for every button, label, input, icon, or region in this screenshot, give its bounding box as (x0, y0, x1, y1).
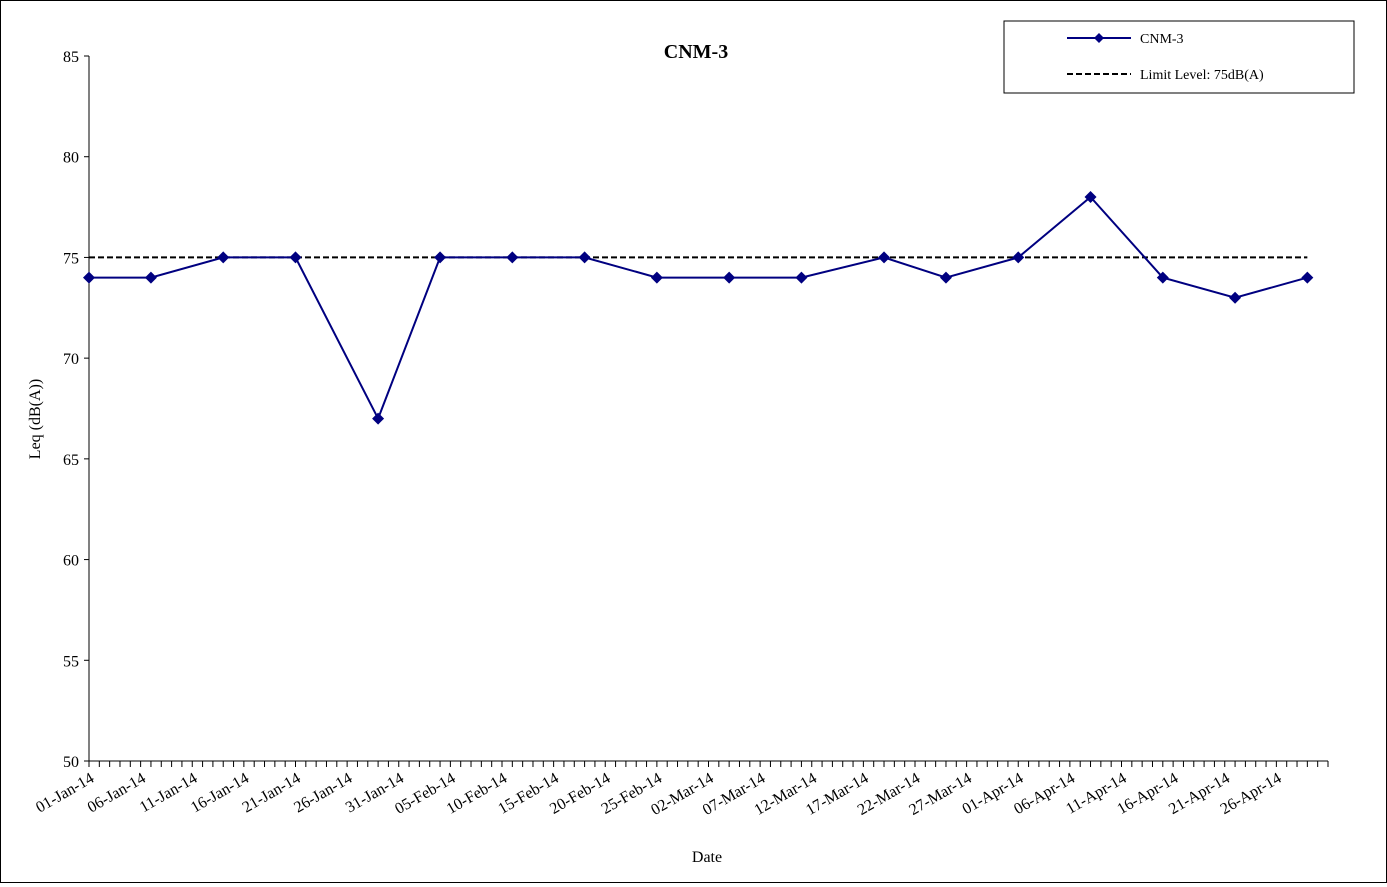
x-tick-label: 06-Jan-14 (85, 770, 149, 817)
x-tick-label: 11-Jan-14 (137, 770, 200, 816)
data-point-marker (434, 251, 447, 264)
y-tick-label: 60 (63, 553, 79, 570)
data-point-marker (578, 251, 591, 264)
y-tick-label: 55 (63, 653, 79, 670)
data-point-marker (1301, 271, 1314, 284)
data-point-marker (289, 251, 302, 264)
x-axis-label: Date (692, 849, 722, 866)
y-tick-label: 70 (63, 351, 79, 368)
y-tick-label: 75 (63, 250, 79, 267)
data-point-marker (217, 251, 230, 264)
x-axis-ticks: 01-Jan-1406-Jan-1411-Jan-1416-Jan-1421-J… (33, 761, 1329, 819)
y-axis-label: Leq (dB(A)) (27, 379, 44, 459)
data-point-marker (1229, 291, 1242, 304)
legend-label-series: CNM-3 (1140, 32, 1184, 47)
data-point-marker (83, 271, 95, 284)
legend: CNM-3 Limit Level: 75dB(A) (1003, 20, 1355, 94)
data-point-marker (939, 271, 952, 284)
legend-label-limit: Limit Level: 75dB(A) (1140, 68, 1264, 83)
y-tick-label: 65 (63, 452, 79, 469)
y-tick-label: 85 (63, 49, 79, 66)
data-point-marker (723, 271, 736, 284)
data-point-marker (795, 271, 808, 284)
y-tick-label: 80 (63, 150, 79, 167)
x-tick-label: 21-Jan-14 (240, 770, 304, 817)
data-point-marker (144, 271, 157, 284)
data-point-marker (506, 251, 519, 264)
series-line-cnm-3 (89, 195, 1308, 422)
data-point-marker (878, 251, 891, 264)
y-tick-label: 50 (63, 754, 79, 771)
chart-title: CNM-3 (664, 41, 728, 63)
legend-marker-series (1094, 33, 1104, 43)
series-layer (83, 191, 1314, 425)
data-point-marker (1084, 191, 1097, 203)
data-point-marker (1156, 271, 1169, 284)
data-point-marker (372, 412, 385, 425)
data-point-marker (1012, 251, 1025, 264)
legend-box (1003, 20, 1355, 94)
x-tick-label: 26-Jan-14 (291, 770, 355, 817)
x-tick-label: 16-Jan-14 (188, 770, 252, 817)
x-tick-label: 01-Jan-14 (33, 770, 97, 817)
data-point-marker (650, 271, 663, 284)
y-axis-ticks: 50 55 60 65 70 75 80 85 (63, 49, 89, 771)
